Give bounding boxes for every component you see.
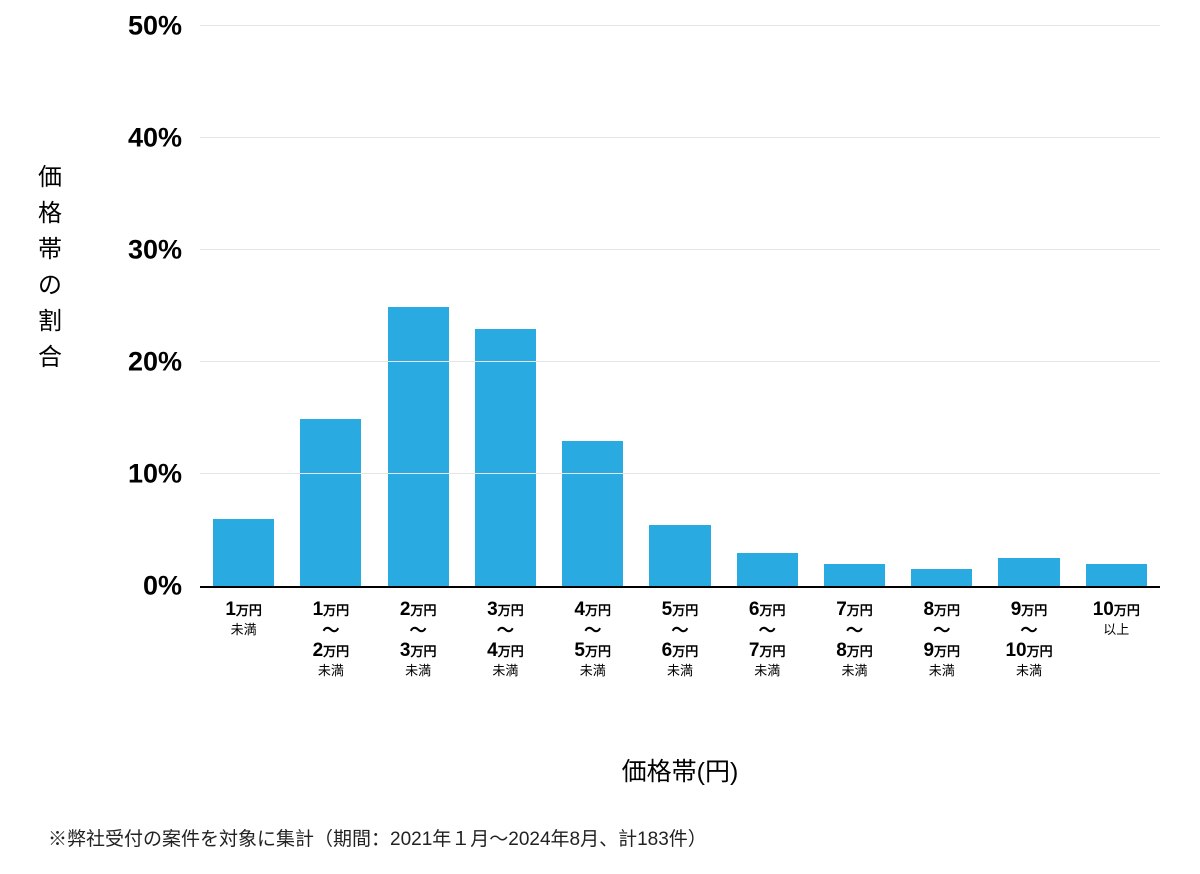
x-tick-label: 4万円〜5万円未満 [549,598,636,679]
price-distribution-chart: 価格帯の割合 0%10%20%30%40%50% 1万円未満1万円〜2万円未満2… [0,0,1200,874]
bar [649,525,710,586]
y-tick-label: 30% [128,235,182,266]
x-tick-label: 1万円未満 [200,598,287,679]
x-axis-title: 価格帯(円) [200,752,1160,788]
x-tick-label: 2万円〜3万円未満 [375,598,462,679]
bar-slot [724,28,811,586]
gridline [200,25,1160,26]
bar-slot [985,28,1072,586]
y-tick-label: 20% [128,347,182,378]
bar [213,519,274,586]
x-tick-label: 10万円以上 [1073,598,1160,679]
bar-slot [200,28,287,586]
bar-slot [811,28,898,586]
bar-slot [898,28,985,586]
x-tick-label: 1万円〜2万円未満 [287,598,374,679]
bar-slot [1073,28,1160,586]
gridline [200,137,1160,138]
bar [911,569,972,586]
bars-container [200,28,1160,586]
gridline [200,473,1160,474]
x-axis-labels: 1万円未満1万円〜2万円未満2万円〜3万円未満3万円〜4万円未満4万円〜5万円未… [200,598,1160,679]
bar [737,553,798,586]
bar [562,441,623,586]
bar [1086,564,1147,586]
x-tick-label: 8万円〜9万円未満 [898,598,985,679]
gridline [200,249,1160,250]
gridline [200,361,1160,362]
bar-slot [375,28,462,586]
bar-slot [549,28,636,586]
bar [998,558,1059,586]
chart-footnote: ※弊社受付の案件を対象に集計（期間：2021年１月〜2024年8月、計183件） [48,824,707,851]
x-tick-label: 5万円〜6万円未満 [636,598,723,679]
y-tick-label: 10% [128,459,182,490]
y-tick-label: 40% [128,123,182,154]
bar [475,329,536,586]
bar [300,419,361,586]
x-tick-label: 9万円〜10万円未満 [985,598,1072,679]
bar-slot [636,28,723,586]
bar [388,307,449,586]
x-tick-label: 7万円〜8万円未満 [811,598,898,679]
bar [824,564,885,586]
plot-area: 0%10%20%30%40%50% [200,28,1160,588]
x-tick-label: 6万円〜7万円未満 [724,598,811,679]
y-tick-label: 50% [128,11,182,42]
x-tick-label: 3万円〜4万円未満 [462,598,549,679]
y-axis-title: 価格帯の割合 [36,160,64,376]
bar-slot [462,28,549,586]
bar-slot [287,28,374,586]
y-tick-label: 0% [143,571,182,602]
